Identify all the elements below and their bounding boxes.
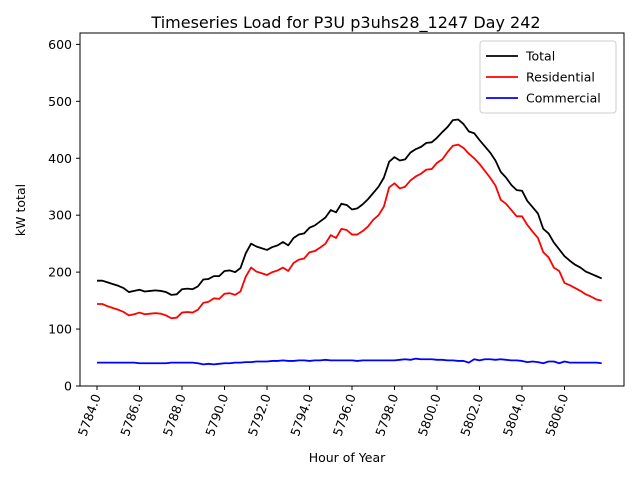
legend-label-commercial: Commercial [526, 91, 601, 106]
y-tick-label: 200 [48, 265, 72, 280]
y-tick-label: 400 [48, 151, 72, 166]
y-tick-label: 0 [64, 379, 72, 394]
series-layer [97, 118, 603, 366]
legend: Total Residential Commercial [479, 40, 617, 114]
y-axis: 0 100 200 300 400 500 600 [48, 37, 80, 394]
legend-box [479, 40, 617, 114]
y-axis-label: kW total [13, 184, 28, 236]
series-line-residential [97, 143, 602, 320]
y-tick-label: 300 [48, 208, 72, 223]
chart-title: Timeseries Load for P3U p3uhs28_1247 Day… [150, 13, 540, 33]
y-tick-label: 500 [48, 94, 72, 109]
y-tick-label: 600 [48, 37, 72, 52]
x-axis-label: Hour of Year [309, 450, 386, 465]
legend-label-residential: Residential [526, 70, 595, 85]
series-line-total [97, 118, 603, 296]
legend-label-total: Total [525, 49, 555, 64]
y-tick-label: 100 [48, 322, 72, 337]
series-line-commercial [97, 357, 602, 366]
